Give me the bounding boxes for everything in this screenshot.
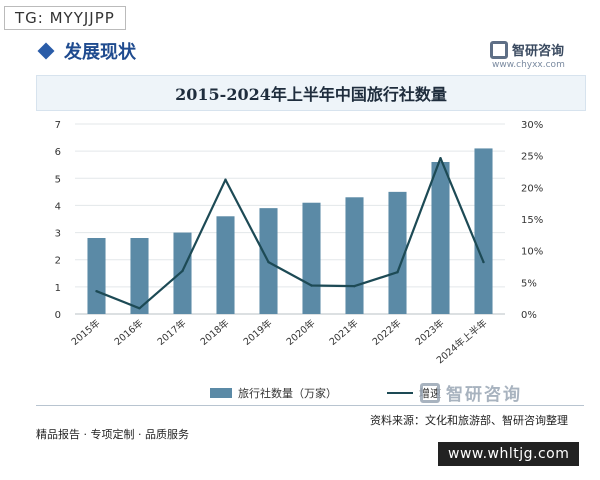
growth-line bbox=[96, 157, 485, 310]
diamond-icon bbox=[37, 42, 55, 60]
x-tick-label: 2022年 bbox=[370, 317, 404, 348]
growth-point bbox=[482, 260, 485, 264]
x-tick-label: 2020年 bbox=[284, 317, 318, 348]
site-url: www.chyxx.com bbox=[492, 60, 565, 70]
bar bbox=[173, 232, 192, 314]
growth-point bbox=[267, 260, 270, 264]
x-tick-label: 2016年 bbox=[112, 317, 146, 348]
y-right-tick-label: 25% bbox=[521, 152, 543, 163]
legend-swatch-line bbox=[387, 392, 413, 394]
line-series bbox=[95, 157, 485, 310]
y-left-tick-label: 6 bbox=[55, 147, 61, 158]
watermark-logo-text: 智研咨询 bbox=[446, 385, 522, 405]
growth-point bbox=[224, 178, 227, 181]
bar bbox=[130, 238, 149, 314]
watermark-url: www.whltjg.com bbox=[438, 442, 580, 466]
x-axis-labels: 2015年 2016年 2017年 2018年 2019年 2020年 2021年 2022年… bbox=[69, 317, 490, 366]
bar bbox=[345, 197, 364, 314]
bar bbox=[388, 191, 407, 314]
chart-title-box: 2015-2024年上半年中国旅行社数量 bbox=[36, 75, 586, 111]
section-title: 发展现状 bbox=[64, 42, 136, 63]
growth-point bbox=[353, 284, 356, 288]
section-header: 发展现状 bbox=[37, 38, 136, 64]
legend-item-bar: 旅行社数量（万家） bbox=[210, 385, 337, 401]
logo-text: 智研咨询 bbox=[512, 44, 565, 59]
y-right-tick-label: 30% bbox=[521, 120, 543, 131]
y-right-tick-label: 20% bbox=[521, 183, 543, 194]
legend-swatch-bar bbox=[210, 388, 232, 398]
y-left-tick-label: 1 bbox=[55, 283, 61, 294]
footer-slogan: 精品报告 · 专项定制 · 品质服务 bbox=[36, 428, 189, 441]
watermark-logo-icon bbox=[420, 382, 440, 403]
x-tick-label: 2021年 bbox=[327, 317, 361, 348]
bars-series bbox=[87, 148, 493, 314]
growth-point bbox=[138, 307, 141, 310]
x-tick-label: 2019年 bbox=[241, 317, 275, 348]
y-left-tick-label: 3 bbox=[55, 229, 61, 240]
growth-point bbox=[310, 284, 313, 287]
bar bbox=[87, 238, 106, 314]
y-left-tick-label: 2 bbox=[55, 256, 61, 267]
y-left-tick-label: 7 bbox=[55, 120, 61, 131]
y-left-tick-label: 0 bbox=[55, 310, 61, 321]
growth-point bbox=[181, 269, 184, 273]
legend-label-bar: 旅行社数量（万家） bbox=[238, 387, 337, 400]
y-right-tick-label: 15% bbox=[521, 215, 543, 226]
y-left-tick-label: 4 bbox=[55, 201, 61, 212]
watermark-tag: TG: MYYJJPP bbox=[4, 6, 126, 30]
y-axis-left-ticks: 0 1 2 3 4 5 6 7 bbox=[55, 120, 61, 321]
brand-logo: 智研咨询 bbox=[490, 40, 564, 59]
bar bbox=[474, 148, 493, 314]
y-right-tick-label: 5% bbox=[521, 278, 537, 289]
y-left-tick-label: 5 bbox=[55, 174, 61, 185]
growth-point bbox=[95, 290, 98, 293]
bar bbox=[431, 162, 450, 314]
legend-label-line: 增速 bbox=[419, 387, 441, 400]
bar bbox=[216, 216, 235, 314]
y-right-tick-label: 10% bbox=[521, 247, 543, 258]
x-tick-label: 2015年 bbox=[69, 317, 103, 348]
growth-point bbox=[439, 157, 442, 160]
footer-divider bbox=[36, 405, 584, 406]
footer-source: 资料来源：文化和旅游部、智研咨询整理 bbox=[370, 414, 568, 427]
x-tick-label: 2018年 bbox=[198, 317, 232, 348]
legend: 旅行社数量（万家） 增速 bbox=[210, 385, 441, 401]
y-axis-right-ticks: 0% 5% 10% 15% 20% 25% 30% bbox=[521, 120, 543, 321]
chart-title: 2015-2024年上半年中国旅行社数量 bbox=[175, 85, 447, 104]
x-tick-label: 2023年 bbox=[413, 317, 447, 348]
y-right-tick-label: 0% bbox=[521, 310, 537, 321]
x-tick-label: 2017年 bbox=[155, 317, 189, 348]
logo-icon bbox=[490, 40, 508, 59]
watermark-logo: 智研咨询 bbox=[420, 380, 522, 405]
growth-point bbox=[396, 271, 399, 274]
legend-item-line: 增速 bbox=[387, 385, 441, 401]
bar bbox=[302, 202, 321, 314]
